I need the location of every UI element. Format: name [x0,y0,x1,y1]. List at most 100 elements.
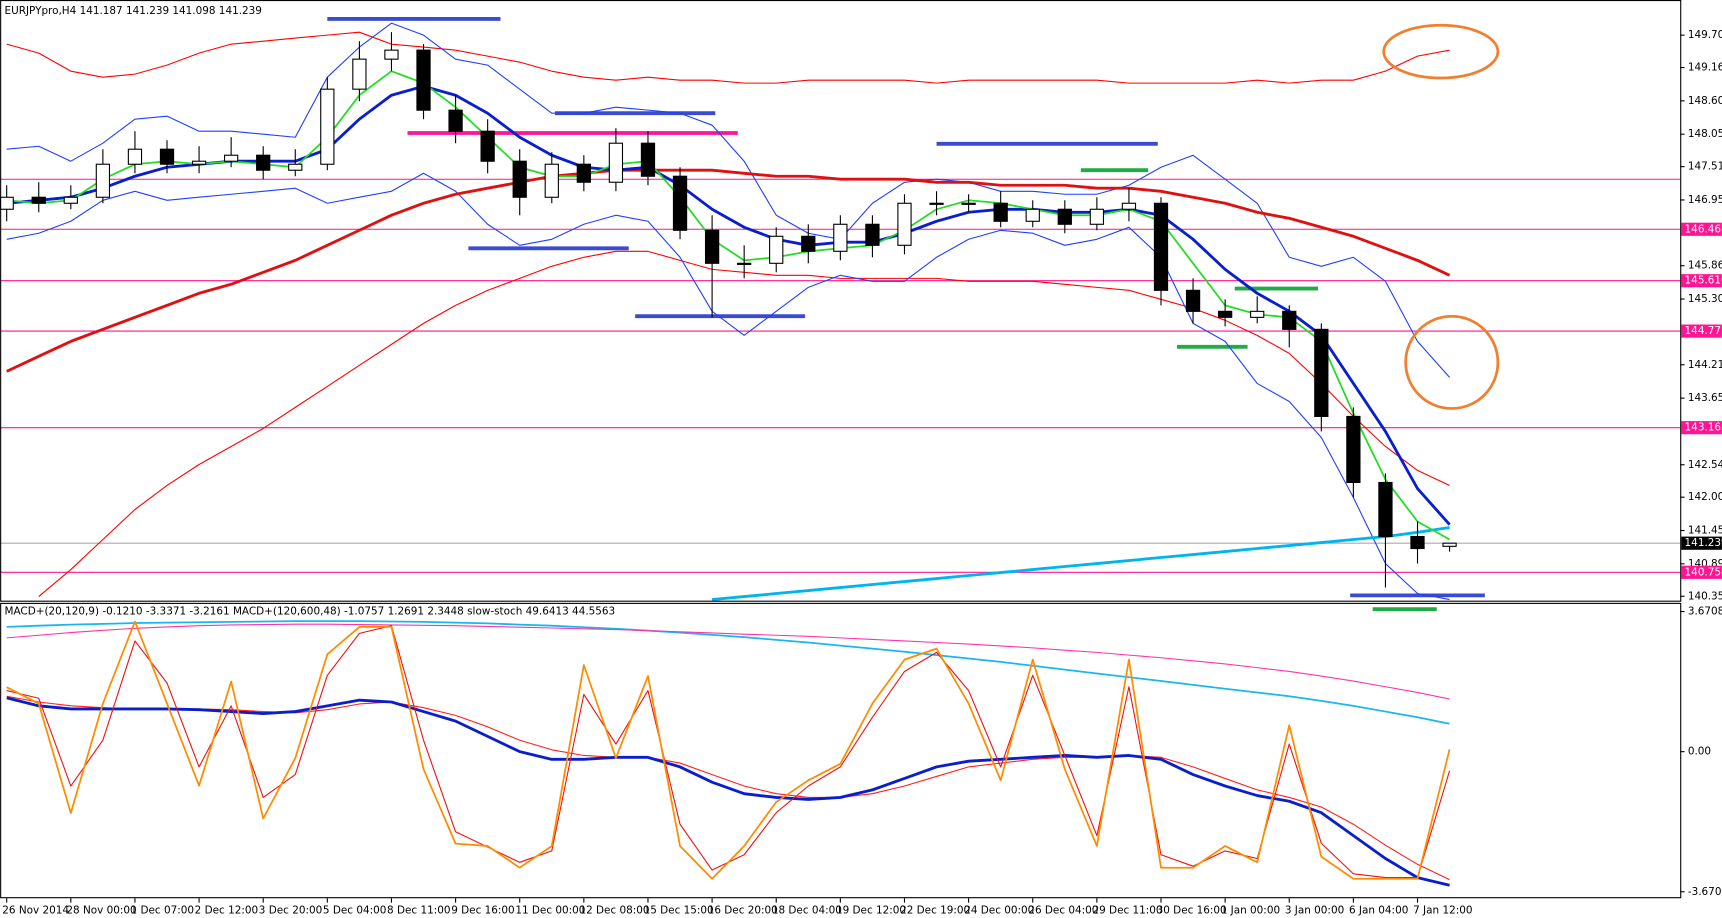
level-label-box [1681,324,1722,338]
candle-body [801,235,816,252]
candle-body [191,160,207,165]
level-label-box [1681,274,1722,288]
indicator-line [6,31,1450,84]
level-label-box [1681,565,1722,579]
candle-body [127,148,143,165]
y-tick-label: 148.050 [1688,128,1722,140]
indicator-line [6,695,1450,881]
price-panel-border [0,0,1682,602]
candle-body [288,163,303,171]
indicator-line [6,620,1451,880]
indicator-line [6,172,1450,601]
current-price-label: 141.239 [1685,537,1722,549]
y-tick-label: 147.510 [1688,161,1722,173]
x-tick-label: 3 Jan 00:00 [1285,904,1344,916]
candle-body [640,142,656,177]
x-tick-label: 1 Dec 07:00 [131,904,194,916]
indicator-panel-border [0,602,1682,899]
chart-title: EURJPYpro,H4 141.187 141.239 141.098 141… [4,5,261,17]
x-tick-label: 1 Jan 00:00 [1221,904,1280,916]
candle-body [0,196,14,210]
highlight-ellipse [1382,23,1500,80]
candle-body [1153,202,1169,291]
indicator-line [6,696,1450,887]
x-tick-label: 18 Dec 04:00 [772,904,842,916]
x-tick-label: 24 Dec 00:00 [964,904,1034,916]
candle-body [672,175,688,231]
x-tick-label: 26 Nov 2014 [2,904,69,916]
candle-body [1282,310,1297,330]
x-tick-label: 11 Dec 00:00 [515,904,585,916]
y-tick-label: 143.655 [1688,392,1722,404]
level-label: 146.467 [1685,223,1722,235]
indicator-panel: 3.6708 0.00 -3.6708 [6,606,1722,898]
x-tick-label: 12 Dec 08:00 [579,904,649,916]
x-tick-label: 19 Dec 12:00 [836,904,906,916]
y-tick-label: 0.00 [1688,746,1711,758]
indicator-line [6,22,1450,378]
x-tick-label: 16 Dec 20:00 [708,904,778,916]
candle-body [352,58,367,90]
level-label-box [1681,421,1722,435]
y-tick-label: -3.6708 [1688,886,1722,898]
indicator-line [6,623,1450,700]
candle-body [63,196,78,204]
candle-body [737,262,752,265]
candle-body [384,49,399,60]
highlight-circle [1404,314,1500,410]
y-tick-label: 149.160 [1688,62,1722,74]
x-tick-label: 15 Dec 15:00 [644,904,714,916]
y-tick-label: 140.355 [1688,590,1722,602]
y-tick-label: 145.860 [1688,260,1722,272]
y-tick-label: 142.005 [1688,491,1722,503]
level-label-box [1681,222,1722,236]
indicator-line [6,70,1451,541]
candle-body [1250,310,1265,318]
x-tick-label: 22 Dec 19:00 [900,904,970,916]
level-label: 143.163 [1685,422,1722,434]
candle-body [1089,208,1105,225]
x-tick-label: 29 Dec 11:00 [1092,904,1162,916]
candle-body [512,160,527,198]
x-tick-label: 8 Dec 11:00 [387,904,450,916]
level-label: 140.754 [1685,566,1722,578]
y-tick-label: 141.450 [1688,525,1722,537]
candle-body [704,229,720,264]
candle-body [576,163,591,183]
candle-body [865,223,880,246]
y-tick-label: 142.545 [1688,459,1722,471]
y-tick-label: 149.700 [1688,29,1722,41]
candle-body [544,163,559,198]
candle-body [1378,481,1393,538]
candle-body [961,202,976,205]
candle-body [256,154,271,171]
y-tick-label: 144.210 [1688,359,1722,371]
candle-body [224,154,239,162]
indicator-line [6,168,1451,373]
x-tick-label: 26 Dec 04:00 [1028,904,1098,916]
candle-body [159,148,175,165]
x-tick-label: 3 Dec 20:00 [259,904,322,916]
candle-body [416,49,431,111]
candle-body [1410,535,1425,550]
x-tick-label: 6 Jan 04:00 [1349,904,1408,916]
candle-body [929,202,944,205]
candle-body [833,223,848,252]
x-tick-label: 2 Dec 12:00 [195,904,258,916]
x-tick-label: 5 Dec 04:00 [323,904,386,916]
candle-body [320,88,335,165]
candle-body [95,163,111,198]
candle-body [897,202,912,246]
indicator-title: MACD+(20,120,9) -0.1210 -3.3371 -3.2161 … [4,606,615,618]
y-tick-label: 145.305 [1688,293,1722,305]
x-tick-label: 30 Dec 16:00 [1157,904,1227,916]
indicator-line [711,526,1450,601]
y-tick-label: 146.955 [1688,194,1722,206]
candle-body [1314,328,1329,417]
candle-body [1121,202,1137,210]
candle-body [1442,542,1457,547]
current-price-box [1681,536,1722,550]
candle-body [993,202,1008,222]
